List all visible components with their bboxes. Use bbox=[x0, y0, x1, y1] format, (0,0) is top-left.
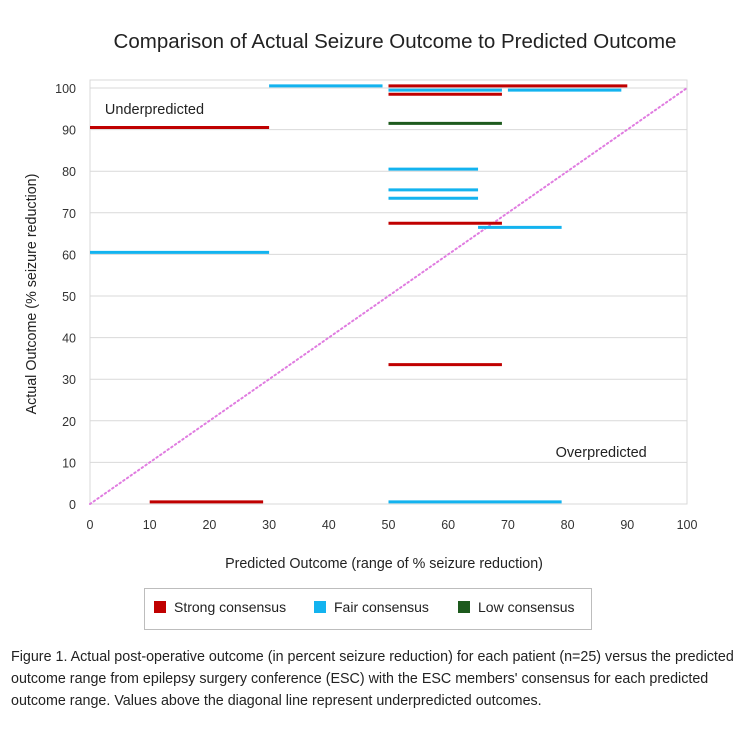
underpredicted-label: Underpredicted bbox=[105, 102, 204, 118]
y-tick-label: 10 bbox=[62, 456, 76, 470]
y-tick-label: 40 bbox=[62, 332, 76, 346]
x-tick-label: 100 bbox=[677, 518, 698, 532]
x-tick-labels: 0 10 20 30 40 50 60 70 80 90 100 bbox=[87, 518, 698, 532]
legend-swatch-low-consensus bbox=[458, 601, 470, 613]
legend: Strong consensus Fair consensus Low consen… bbox=[154, 599, 575, 615]
x-tick-label: 90 bbox=[620, 518, 634, 532]
overpredicted-label: Overpredicted bbox=[556, 445, 647, 461]
x-tick-label: 80 bbox=[561, 518, 575, 532]
y-tick-label: 20 bbox=[62, 415, 76, 429]
y-tick-label: 0 bbox=[69, 498, 76, 512]
y-tick-labels: 0 10 20 30 40 50 60 70 80 90 100 bbox=[55, 82, 76, 512]
x-tick-label: 0 bbox=[87, 518, 94, 532]
outcome-segments bbox=[90, 84, 628, 504]
legend-label-strong-consensus: Strong consensus bbox=[174, 599, 286, 615]
plot-area-border bbox=[89, 79, 688, 505]
y-tick-label: 50 bbox=[62, 290, 76, 304]
x-tick-label: 60 bbox=[441, 518, 455, 532]
chart: Comparison of Actual Seizure Outcome to … bbox=[24, 30, 698, 615]
y-tick-label: 100 bbox=[55, 82, 76, 96]
legend-swatch-fair-consensus bbox=[314, 601, 326, 613]
y-tick-label: 60 bbox=[62, 248, 76, 262]
diagonal-reference-line bbox=[89, 87, 688, 505]
y-tick-label: 80 bbox=[62, 165, 76, 179]
annotations: Underpredicted Overpredicted bbox=[105, 102, 647, 461]
y-tick-label: 90 bbox=[62, 124, 76, 138]
x-axis-label: Predicted Outcome (range of % seizure re… bbox=[225, 556, 543, 572]
legend-label-low-consensus: Low consensus bbox=[478, 599, 575, 615]
legend-swatch-strong-consensus bbox=[154, 601, 166, 613]
y-tick-label: 30 bbox=[62, 373, 76, 387]
x-tick-label: 10 bbox=[143, 518, 157, 532]
x-tick-label: 50 bbox=[382, 518, 396, 532]
x-tick-label: 20 bbox=[202, 518, 216, 532]
x-tick-label: 30 bbox=[262, 518, 276, 532]
legend-label-fair-consensus: Fair consensus bbox=[334, 599, 429, 615]
grid-lines bbox=[90, 87, 687, 463]
y-axis-label: Actual Outcome (% seizure reduction) bbox=[24, 174, 40, 415]
y-tick-label: 70 bbox=[62, 207, 76, 221]
legend-frame bbox=[144, 588, 592, 630]
diagonal-line bbox=[89, 87, 688, 505]
figure-caption: Figure 1. Actual post-operative outcome … bbox=[11, 649, 734, 709]
x-tick-label: 40 bbox=[322, 518, 336, 532]
chart-title: Comparison of Actual Seizure Outcome to … bbox=[114, 30, 677, 53]
x-tick-label: 70 bbox=[501, 518, 515, 532]
